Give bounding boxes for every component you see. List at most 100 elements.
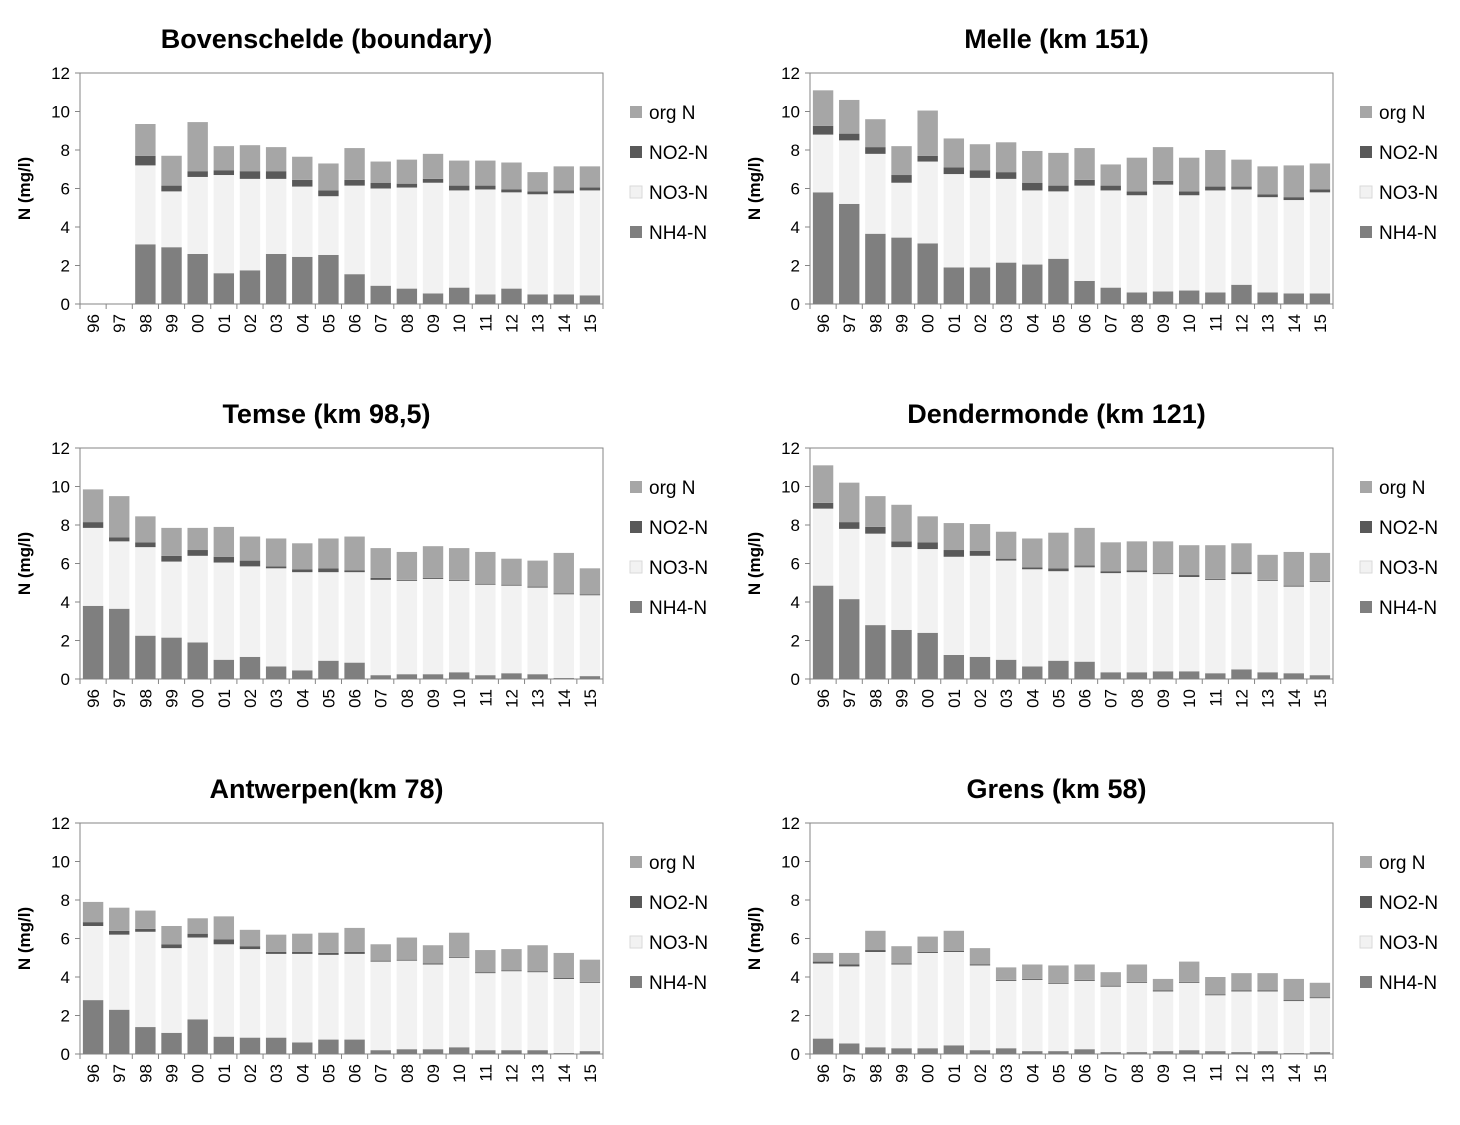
bar-nh4-n-10 [448,672,470,679]
legend-swatch-org-n [1360,106,1372,118]
bar-nh4-n-96 [82,1000,104,1054]
bar-no3-n-98 [135,165,156,245]
bar-no2-n-03 [995,172,1017,179]
legend-swatch-no2-n [1360,146,1372,158]
legend-swatch-no2-n [630,896,642,908]
bar-nh4-n-96 [82,605,104,679]
chart-title: Antwerpen(km 78) [209,774,443,804]
bar-org-n-11 [475,950,496,973]
bar-no3-n-96 [812,963,834,1039]
legend-label-nh4-n: NH4-N [649,598,707,619]
x-tick-label: 01 [945,689,964,708]
bar-no2-n-01 [943,167,965,175]
y-tick-label: 12 [51,439,70,458]
bar-no2-n-98 [135,542,156,548]
bar-nh4-n-14 [553,678,574,679]
y-tick-label: 4 [791,593,800,612]
legend-label-no2-n: NO2-N [649,893,708,914]
x-tick-label: 11 [476,1064,495,1082]
bar-no3-n-06 [344,572,365,663]
bar-org-n-01 [213,146,235,171]
bar-org-n-09 [1152,541,1174,574]
y-tick-label: 4 [61,593,70,612]
bar-org-n-97 [109,907,130,931]
legend-swatch-nh4-n [630,226,642,238]
bar-org-n-00 [187,527,208,551]
chart-panel-melle: Melle (km 151) 0 2 4 6 8 10 12 N (mg/l) 96 97 98 99 0… [730,0,1460,375]
bar-org-n-07 [1100,972,1121,986]
bar-org-n-06 [1074,964,1095,980]
x-tick-label: 08 [398,314,417,333]
legend-swatch-no2-n [1360,896,1372,908]
bar-org-n-96 [812,465,834,503]
bar-no2-n-06 [344,951,365,954]
bar-nh4-n-00 [917,243,938,304]
x-tick-label: 02 [241,1064,260,1083]
y-tick-label: 10 [51,478,70,497]
x-tick-label: 99 [893,1064,912,1083]
bar-org-n-02 [969,524,991,551]
legend-label-no3-n: NO3-N [1379,183,1438,204]
bar-org-n-06 [1074,527,1095,566]
bar-no3-n-96 [82,925,104,1001]
bar-no2-n-05 [1048,568,1069,572]
bar-no2-n-12 [1231,572,1252,575]
bar-nh4-n-03 [995,1048,1017,1054]
bar-nh4-n-03 [265,253,287,304]
bar-no2-n-05 [318,568,339,573]
bar-nh4-n-05 [1048,258,1069,304]
bar-no3-n-99 [161,948,182,1033]
bar-nh4-n-02 [239,656,261,679]
chart-panel-antwerpen: Antwerpen(km 78) 0 2 4 6 8 10 12 N (mg/l) 96 97 98 9… [0,750,730,1125]
bar-org-n-06 [1074,148,1095,180]
y-tick-label: 4 [791,218,800,237]
bar-no2-n-99 [891,541,912,548]
x-tick-label: 13 [1259,689,1278,708]
y-tick-label: 12 [781,814,800,833]
bar-org-n-09 [1152,147,1174,181]
bar-no2-n-07 [1100,985,1121,987]
bar-no2-n-11 [1205,994,1226,996]
bar-no3-n-09 [422,964,444,1050]
bar-no2-n-08 [396,579,418,581]
x-tick-label: 13 [1259,314,1278,333]
bar-no3-n-99 [161,561,182,638]
bar-org-n-96 [82,489,104,523]
bar-no3-n-12 [1231,574,1252,670]
legend-label-no3-n: NO3-N [1379,558,1438,579]
x-tick-label: 08 [1128,1064,1147,1083]
bar-no2-n-07 [370,182,391,189]
bar-no3-n-09 [1152,574,1174,672]
bar-nh4-n-13 [1257,672,1278,679]
x-tick-label: 10 [1180,689,1199,708]
x-tick-label: 03 [267,1064,286,1083]
bar-nh4-n-05 [1048,1051,1069,1054]
x-tick-label: 09 [424,1064,443,1083]
x-tick-label: 98 [136,1064,155,1083]
legend-label-no2-n: NO2-N [1379,143,1438,164]
y-tick-label: 2 [791,1007,800,1026]
x-tick-label: 12 [1232,1064,1251,1083]
bar-org-n-07 [370,161,391,183]
bar-nh4-n-02 [239,1037,261,1054]
bar-no2-n-15 [579,187,601,191]
y-axis-label: N (mg/l) [15,532,34,595]
bar-no2-n-10 [1178,191,1200,196]
chart-title: Temse (km 98,5) [222,399,430,429]
bar-no3-n-02 [239,566,261,657]
bar-no3-n-12 [501,192,522,289]
bar-no2-n-13 [1257,579,1278,581]
bar-org-n-10 [1178,545,1200,576]
bar-no2-n-13 [527,971,548,973]
bar-no2-n-98 [135,155,156,166]
legend-swatch-org-n [630,481,642,493]
bar-no2-n-04 [292,179,313,187]
x-tick-label: 03 [267,689,286,708]
bar-no3-n-13 [1257,197,1278,293]
bar-no3-n-08 [396,580,418,675]
bar-no2-n-09 [1152,573,1174,575]
bar-nh4-n-03 [995,262,1017,304]
bar-no2-n-99 [161,185,182,192]
bar-no2-n-06 [1074,179,1095,186]
x-tick-label: 09 [1154,689,1173,708]
